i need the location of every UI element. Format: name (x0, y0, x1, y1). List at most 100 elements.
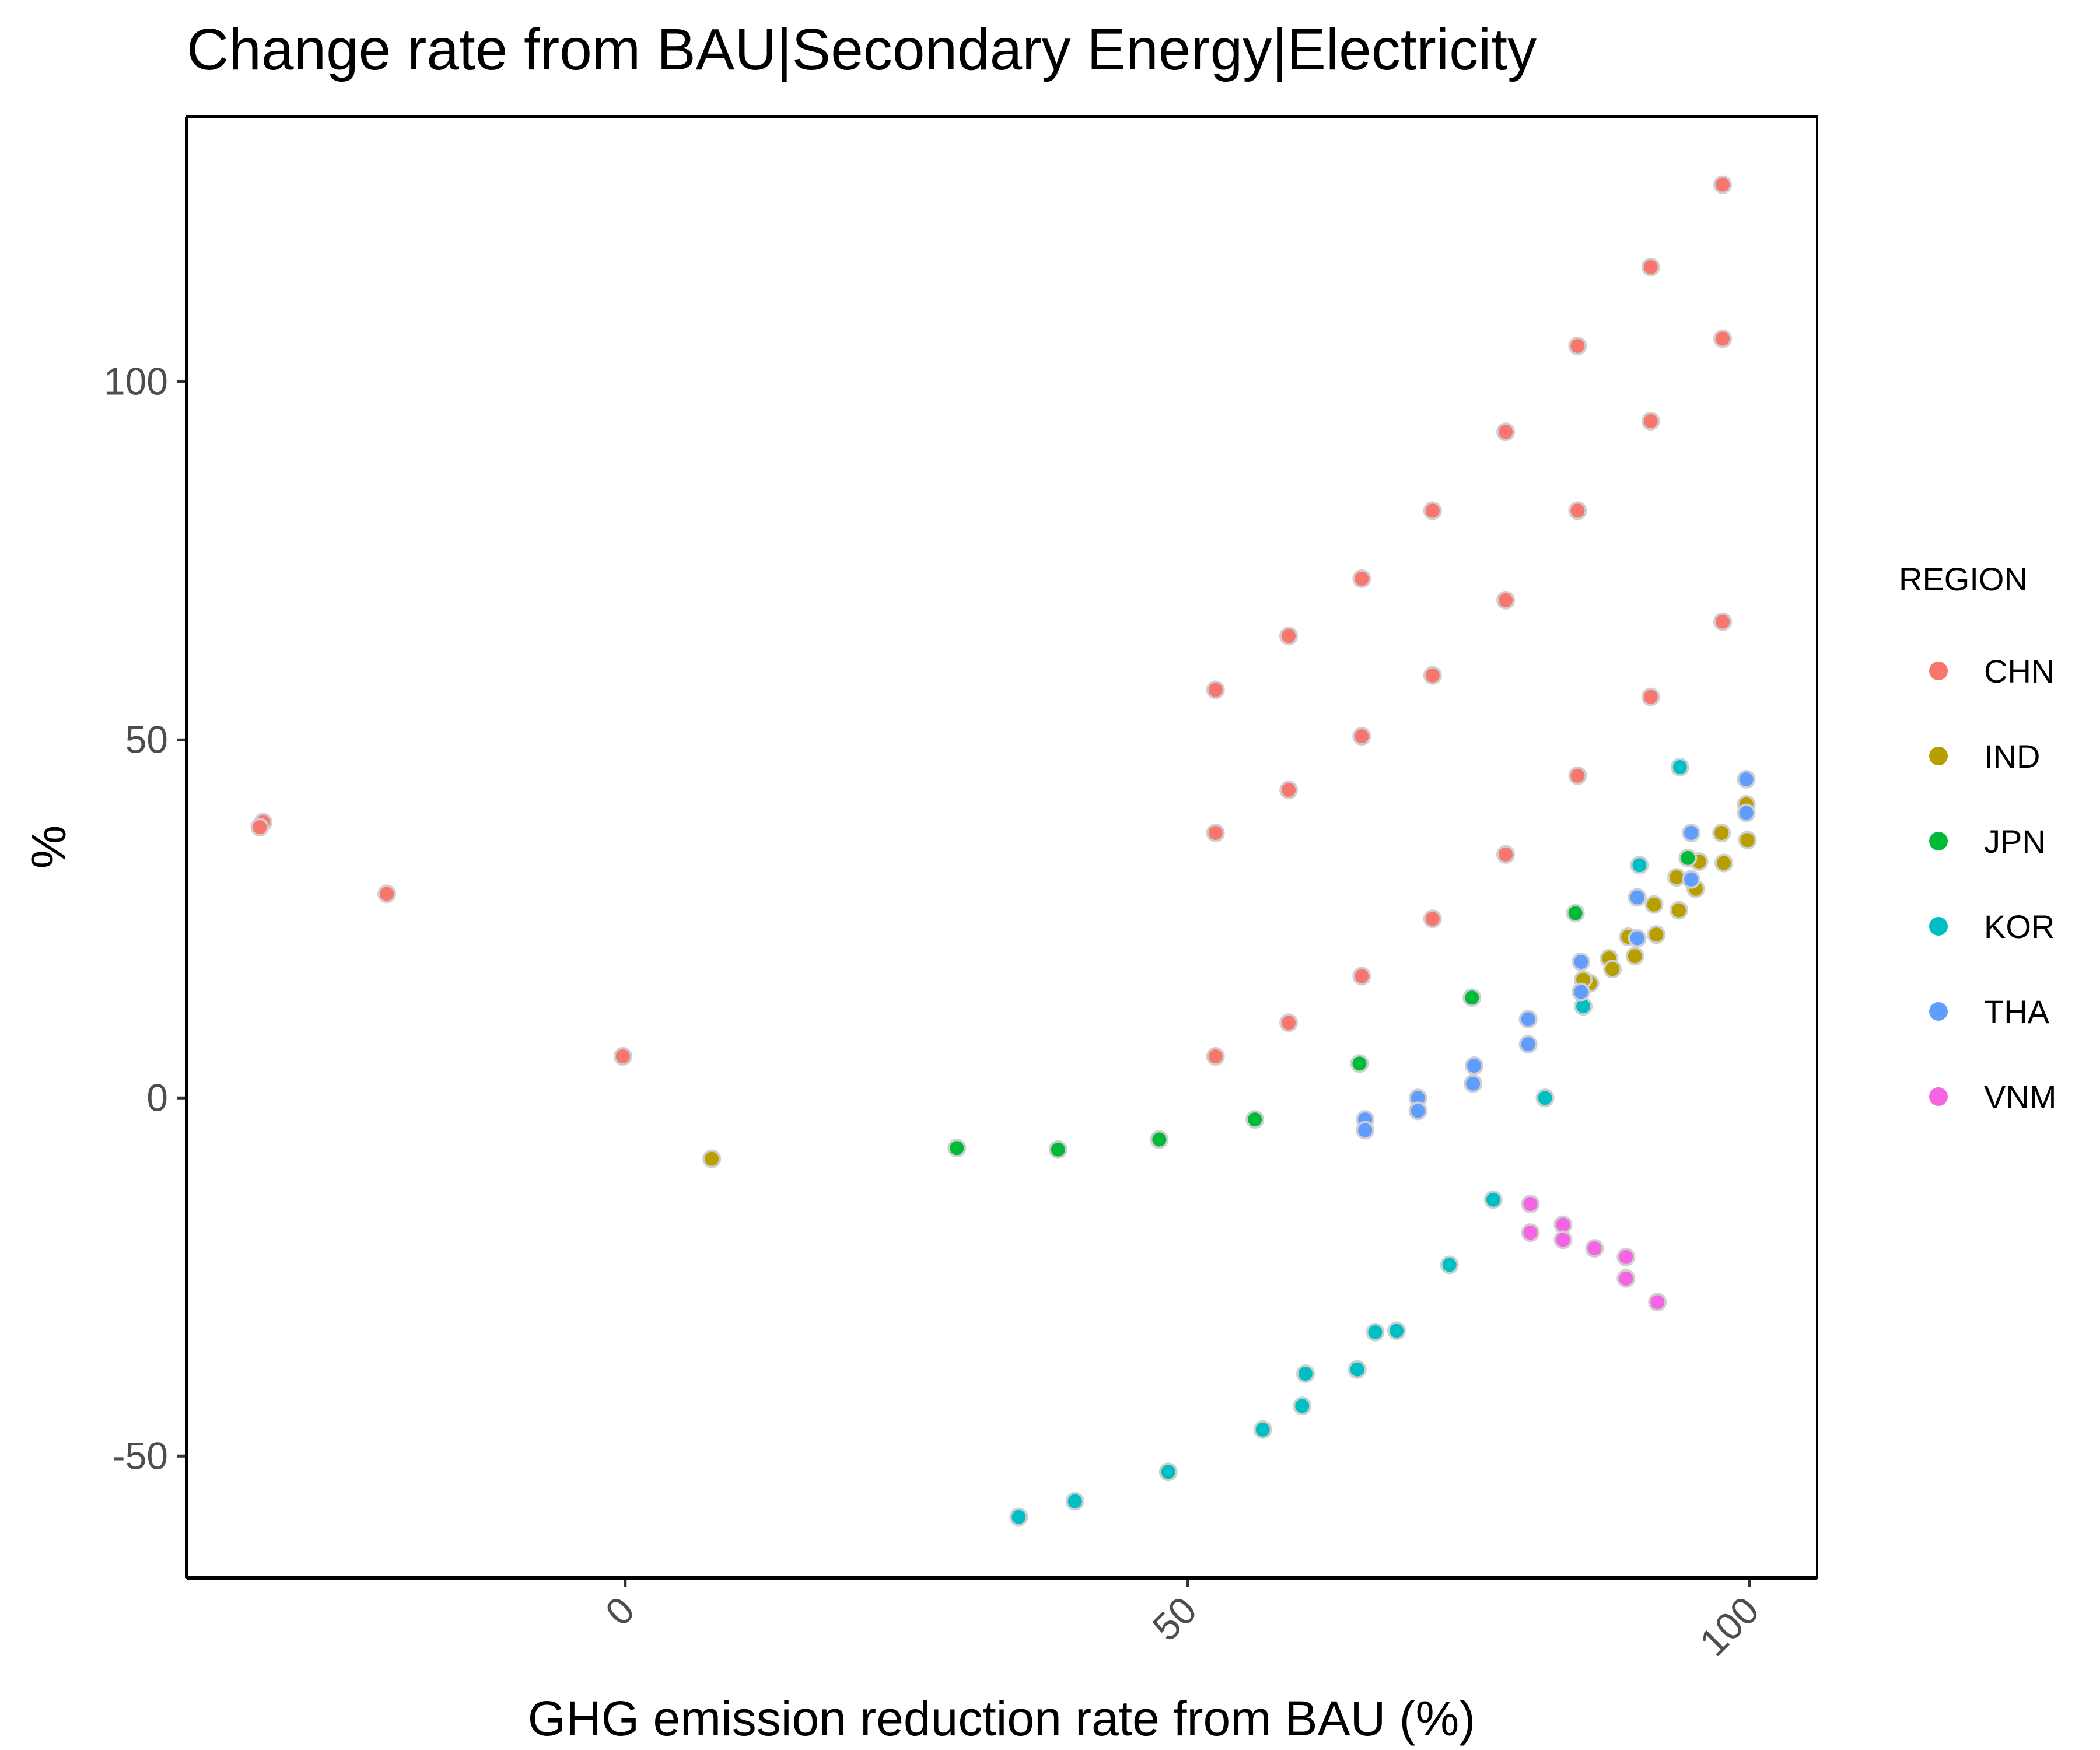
point-chn (1206, 680, 1225, 699)
chart-title: Change rate from BAU|Secondary Energy|El… (187, 17, 1537, 82)
point-kor (1065, 1492, 1084, 1511)
x-axis-title: GHG emission reduction rate from BAU (%) (528, 1691, 1475, 1746)
point-tha (1737, 769, 1756, 789)
point-kor (1293, 1396, 1312, 1416)
point-ind (1712, 823, 1731, 842)
point-kor (1348, 1360, 1367, 1379)
y-tick-label: -50 (113, 1434, 168, 1477)
point-chn (613, 1047, 632, 1066)
point-ind (702, 1149, 722, 1168)
x-tick-label: 50 (1144, 1588, 1205, 1649)
point-vnm (1521, 1223, 1540, 1242)
point-chn (1206, 1047, 1225, 1066)
legend-label: KOR (1984, 908, 2055, 945)
point-ind (1669, 901, 1688, 920)
point-tha (1737, 803, 1756, 822)
plot-points (250, 175, 1757, 1527)
point-chn (1568, 501, 1587, 520)
point-kor (1009, 1507, 1028, 1527)
point-ind (1644, 895, 1664, 914)
legend-item-ind: IND (1899, 713, 2091, 799)
legend-key-jpn (1929, 832, 1948, 850)
point-tha (1572, 952, 1591, 971)
legend-item-tha: THA (1899, 969, 2091, 1054)
point-kor (1366, 1322, 1385, 1342)
point-vnm (1553, 1230, 1573, 1250)
point-tha (1682, 870, 1701, 889)
x-tick-label: 100 (1691, 1588, 1767, 1664)
y-tick-label: 50 (125, 718, 168, 761)
legend-key-chn (1929, 662, 1948, 680)
point-chn (1279, 626, 1298, 646)
point-jpn (1350, 1054, 1369, 1073)
point-jpn (1245, 1110, 1265, 1129)
point-chn (1352, 569, 1371, 589)
point-chn (1713, 612, 1732, 631)
point-kor (1296, 1364, 1315, 1384)
legend-label: THA (1984, 993, 2049, 1030)
point-kor (1387, 1321, 1406, 1340)
point-chn (250, 818, 270, 837)
point-tha (1408, 1101, 1427, 1121)
point-tha (1465, 1056, 1484, 1076)
point-chn (1496, 422, 1516, 442)
point-jpn (1462, 988, 1482, 1007)
point-chn (1279, 1013, 1298, 1032)
x-tick-label: 0 (597, 1588, 642, 1634)
point-chn (1496, 845, 1516, 864)
point-tha (1682, 823, 1701, 842)
point-vnm (1616, 1269, 1636, 1288)
legend-key-ind (1929, 747, 1948, 765)
point-kor (1440, 1255, 1459, 1275)
point-tha (1572, 982, 1591, 1002)
point-ind (1738, 831, 1757, 850)
point-kor (1158, 1462, 1178, 1482)
point-chn (377, 884, 397, 904)
point-chn (1423, 666, 1442, 685)
point-chn (1641, 687, 1660, 706)
point-vnm (1585, 1239, 1604, 1258)
legend-label: CHN (1984, 652, 2055, 690)
point-chn (1279, 780, 1298, 800)
point-vnm (1648, 1293, 1667, 1312)
plot-panel-border (186, 116, 1818, 1579)
point-kor (1253, 1420, 1272, 1439)
axis-ticks: -50 0 50 100 0 50 100 (104, 359, 1767, 1664)
legend-item-kor: KOR (1899, 884, 2091, 969)
legend-item-jpn: JPN (1899, 799, 2091, 884)
legend-items: CHN IND JPN KOR THA VNM (1899, 628, 2091, 1139)
point-chn (1352, 967, 1371, 986)
point-tha (1518, 1035, 1538, 1054)
point-kor (1670, 757, 1689, 776)
y-tick-label: 100 (104, 359, 168, 402)
point-chn (1496, 590, 1516, 610)
point-tha (1356, 1121, 1375, 1140)
point-ind (1603, 960, 1622, 979)
point-jpn (1150, 1130, 1169, 1149)
point-jpn (947, 1139, 967, 1158)
point-tha (1628, 888, 1647, 907)
point-kor (1483, 1190, 1503, 1209)
point-chn (1713, 329, 1732, 348)
point-kor (1535, 1088, 1555, 1108)
y-tick-label: 0 (146, 1076, 168, 1119)
point-kor (1630, 856, 1649, 875)
legend: REGION CHN IND JPN KOR THA VNM (1899, 560, 2091, 1139)
point-jpn (1566, 904, 1585, 923)
point-chn (1206, 823, 1225, 842)
point-chn (1423, 501, 1442, 520)
point-ind (1625, 947, 1644, 966)
legend-label: IND (1984, 737, 2041, 775)
legend-key-kor (1929, 917, 1948, 936)
point-chn (1713, 175, 1732, 194)
point-ind (1647, 925, 1666, 944)
point-tha (1628, 929, 1647, 948)
point-chn (1568, 336, 1587, 355)
legend-label: VNM (1984, 1078, 2057, 1115)
point-chn (1352, 727, 1371, 746)
point-ind (1714, 853, 1734, 873)
legend-key-vnm (1929, 1087, 1948, 1106)
legend-item-chn: CHN (1899, 628, 2091, 713)
point-jpn (1678, 848, 1698, 867)
